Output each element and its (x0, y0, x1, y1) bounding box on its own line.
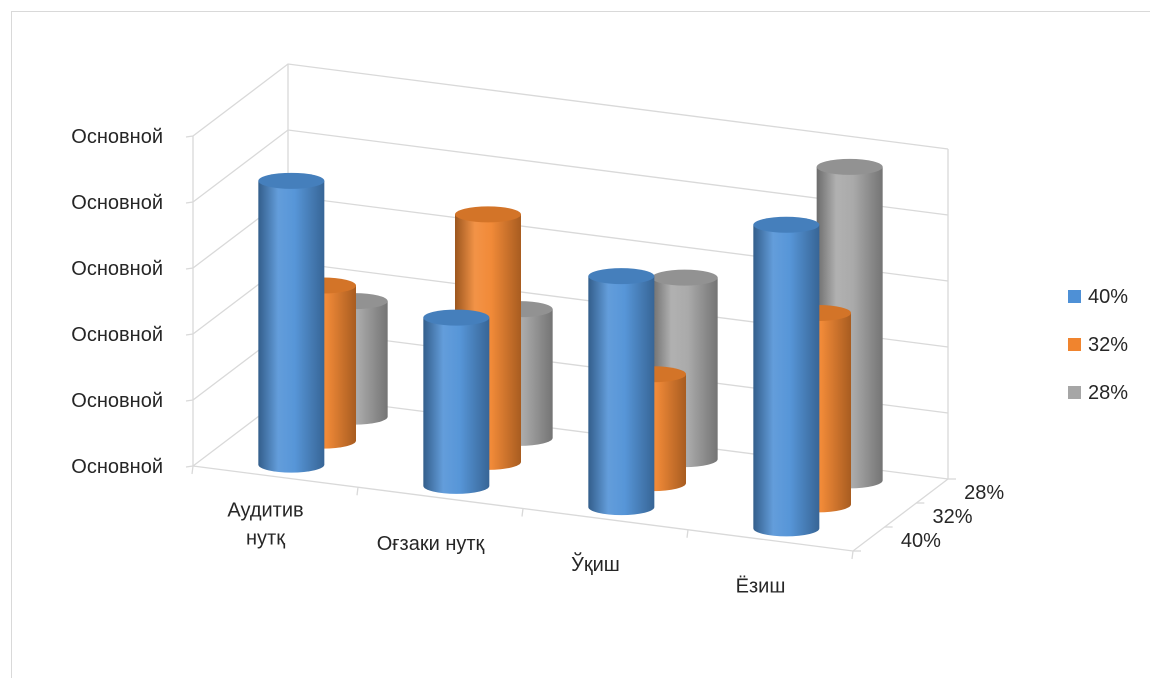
bar-top (816, 158, 883, 175)
y-tick-mark (185, 201, 194, 204)
y-tick-mark (185, 135, 194, 138)
x-tick-label: Ўқиш (571, 552, 620, 576)
bar-body (423, 317, 490, 494)
bar-top (753, 216, 820, 233)
chart-frame (11, 11, 1150, 678)
bar-body (753, 224, 820, 537)
legend-label: 28% (1088, 382, 1128, 404)
depth-tick-label: 40% (901, 530, 941, 552)
bar-body (588, 276, 655, 516)
bar-top (588, 268, 655, 285)
x-tick-mark (851, 550, 854, 560)
legend: 40% 32% 28% (1068, 286, 1128, 404)
x-tick-label: Оғзаки нутқ (377, 533, 485, 555)
x-tick-label: Аудитив нутқ (227, 500, 303, 550)
legend-swatch (1068, 338, 1081, 351)
x-tick-mark (686, 529, 689, 538)
y-tick-mark (185, 333, 194, 336)
bar-top (455, 206, 521, 223)
y-tick-label: Основной (71, 390, 163, 412)
y-tick-mark (185, 465, 194, 468)
legend-swatch (1068, 290, 1081, 303)
x-tick-mark (191, 465, 194, 475)
y-axis-tick-labels: Основной Основной Основной Основной Основной… (71, 126, 163, 478)
y-tick-label: Основной (71, 324, 163, 346)
bar (588, 268, 655, 516)
x-tick-mark (521, 508, 524, 517)
y-tick-label: Основной (71, 126, 163, 148)
legend-label: 40% (1088, 286, 1128, 308)
gridline (192, 63, 949, 150)
y-tick-label: Основной (71, 456, 163, 478)
bar-top (258, 172, 325, 189)
y-tick-mark (185, 399, 194, 402)
legend-label: 32% (1088, 334, 1128, 356)
bar (753, 216, 820, 537)
y-tick-label: Основной (71, 258, 163, 280)
x-tick-mark (356, 487, 359, 496)
bar-top (651, 269, 718, 286)
y-tick-mark (185, 267, 194, 270)
bar (258, 172, 325, 473)
chart-bars (258, 158, 883, 537)
bar-body (258, 180, 325, 473)
bar (423, 309, 490, 494)
depth-tick-label: 28% (964, 482, 1004, 504)
legend-swatch (1068, 386, 1081, 399)
depth-tick-label: 32% (933, 506, 973, 528)
depth-axis-tick-labels: 40%32%28% (901, 482, 1005, 552)
bar-top (423, 309, 490, 326)
y-tick-label: Основной (71, 192, 163, 214)
x-tick-label: Ёзиш (736, 575, 786, 597)
x-axis-tick-labels: Аудитив нутқ Оғзаки нутқ Ўқиш Ёзиш (227, 500, 785, 598)
